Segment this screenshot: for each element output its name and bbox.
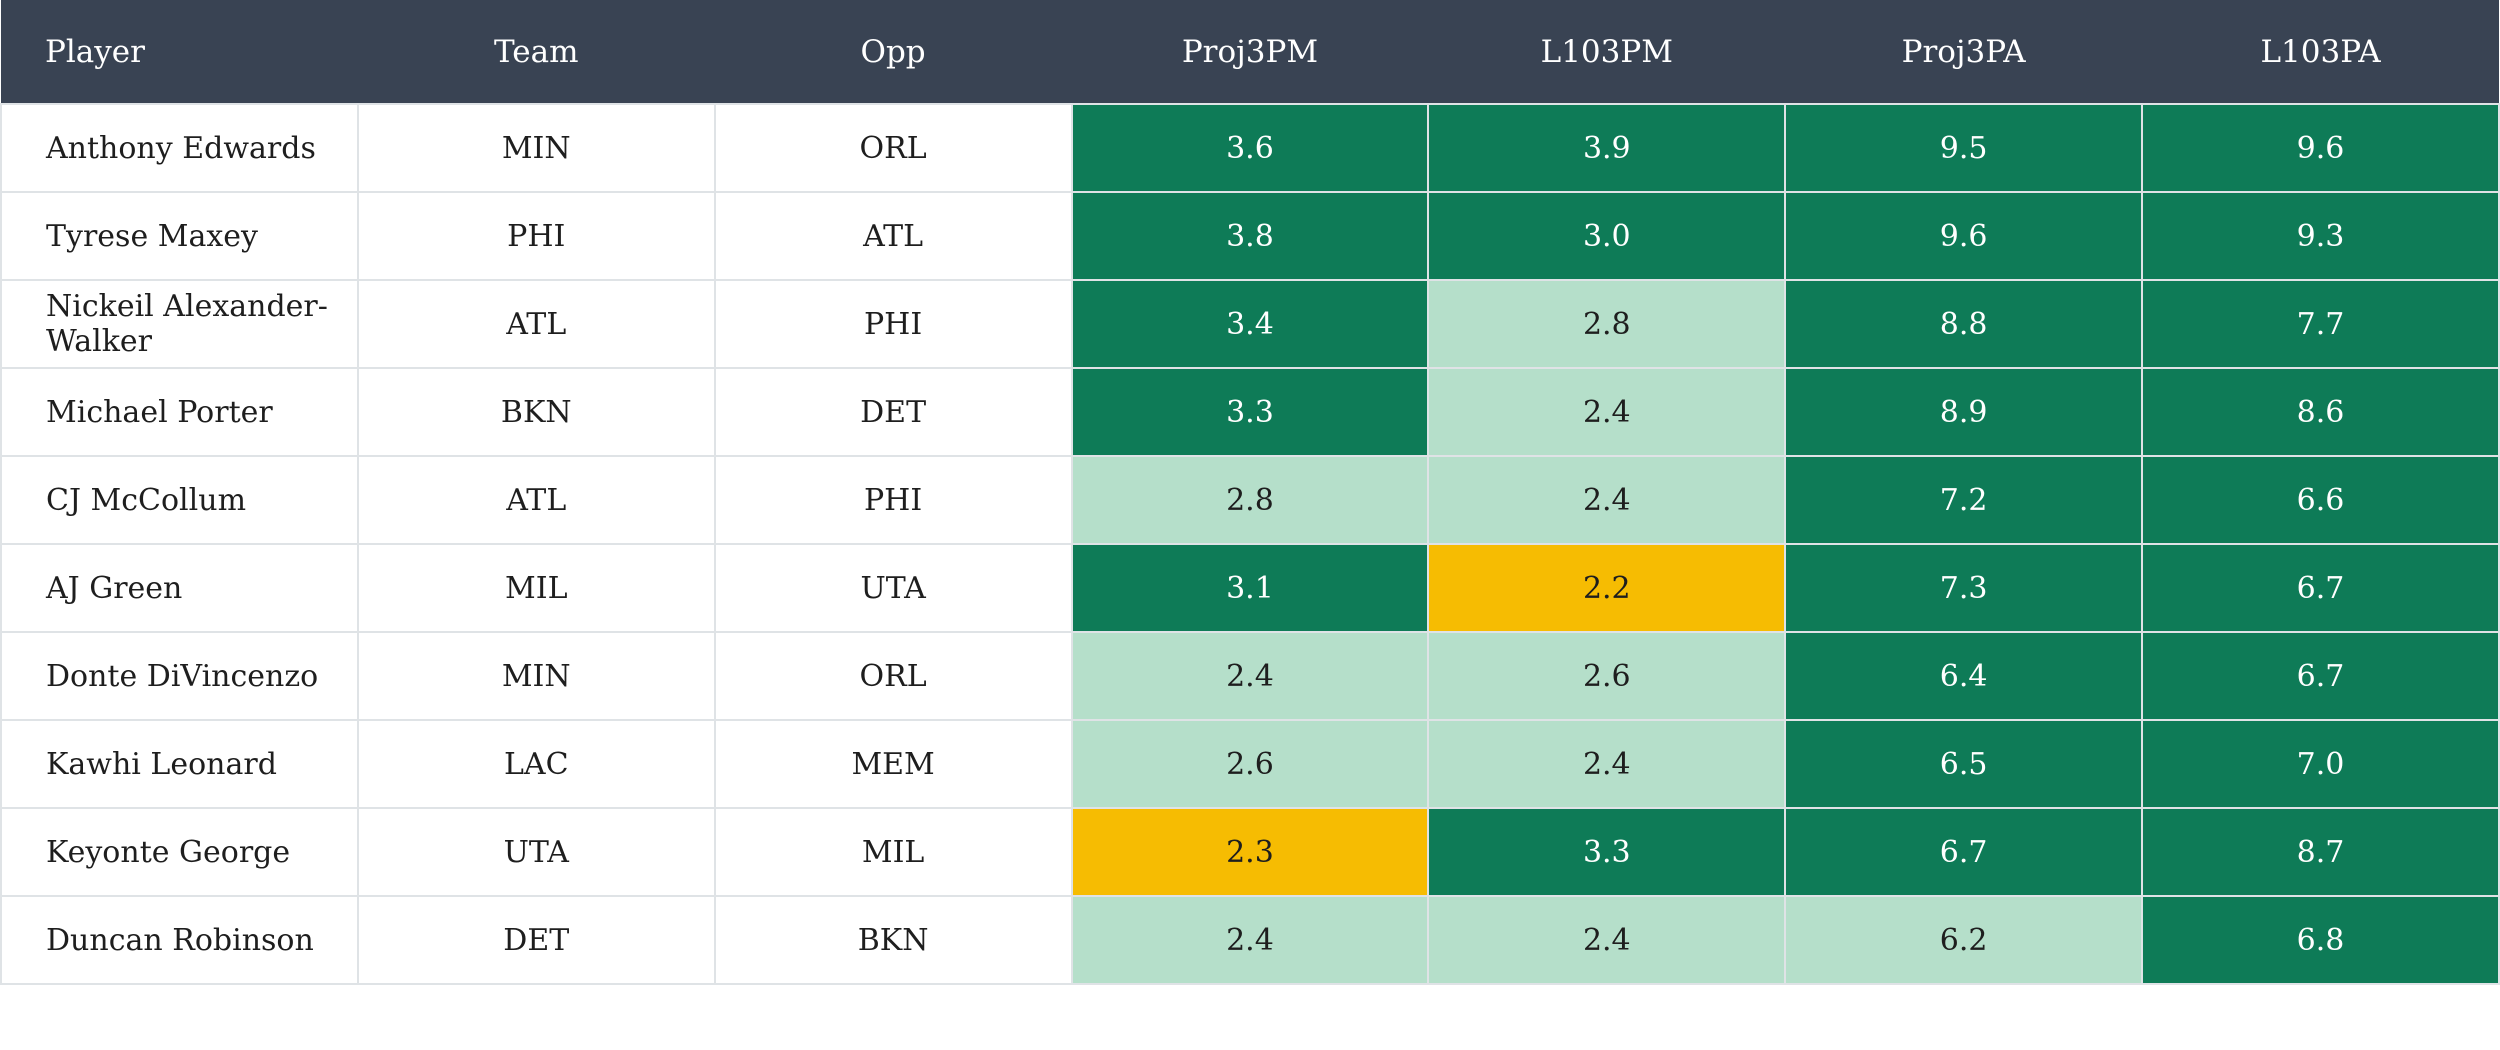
l103pa-cell: 8.6 <box>2141 367 2500 457</box>
table-row: CJ McCollum ATL PHI 2.8 2.4 7.2 6.6 <box>0 455 2500 545</box>
proj3pa-cell: 8.9 <box>1784 367 2144 457</box>
l103pm-cell: 2.4 <box>1427 895 1787 985</box>
proj3pa-cell: 9.5 <box>1784 103 2144 193</box>
proj3pa-cell: 8.8 <box>1784 279 2144 369</box>
player-name-cell: Michael Porter <box>0 367 359 457</box>
proj3pm-cell: 3.6 <box>1070 103 1430 193</box>
column-header-player[interactable]: Player <box>1 0 358 104</box>
proj3pa-cell: 6.4 <box>1784 631 2144 721</box>
opp-cell: PHI <box>713 279 1073 369</box>
team-cell: ATL <box>356 279 716 369</box>
l103pm-cell: 2.2 <box>1427 543 1787 633</box>
l103pa-cell: 6.7 <box>2141 631 2500 721</box>
player-name-cell: AJ Green <box>0 543 359 633</box>
proj3pa-cell: 9.6 <box>1784 191 2144 281</box>
team-cell: UTA <box>356 807 716 897</box>
column-header-l103pa[interactable]: L103PA <box>2142 0 2499 104</box>
team-cell: DET <box>356 895 716 985</box>
column-header-l103pm[interactable]: L103PM <box>1428 0 1786 104</box>
l103pm-cell: 2.8 <box>1427 279 1787 369</box>
proj3pm-cell: 2.4 <box>1070 631 1430 721</box>
player-name-cell: Anthony Edwards <box>0 103 359 193</box>
l103pa-cell: 6.7 <box>2141 543 2500 633</box>
team-cell: MIL <box>356 543 716 633</box>
player-name-cell: Kawhi Leonard <box>0 719 359 809</box>
proj3pa-cell: 6.7 <box>1784 807 2144 897</box>
proj3pa-cell: 7.2 <box>1784 455 2144 545</box>
l103pm-cell: 3.0 <box>1427 191 1787 281</box>
proj3pa-cell: 6.2 <box>1784 895 2144 985</box>
l103pm-cell: 2.4 <box>1427 367 1787 457</box>
table-row: Duncan Robinson DET BKN 2.4 2.4 6.2 6.8 <box>0 895 2500 985</box>
table-header: Player Team Opp Proj3PM L103PM Proj3PA L… <box>1 0 2499 104</box>
table-row: Nickeil Alexander-Walker ATL PHI 3.4 2.8… <box>0 279 2500 369</box>
l103pm-cell: 2.4 <box>1427 455 1787 545</box>
team-cell: PHI <box>356 191 716 281</box>
table-row: AJ Green MIL UTA 3.1 2.2 7.3 6.7 <box>0 543 2500 633</box>
team-cell: BKN <box>356 367 716 457</box>
l103pa-cell: 6.6 <box>2141 455 2500 545</box>
opp-cell: ATL <box>713 191 1073 281</box>
l103pa-cell: 7.7 <box>2141 279 2500 369</box>
projections-table: Player Team Opp Proj3PM L103PM Proj3PA L… <box>0 0 2500 985</box>
proj3pm-cell: 2.6 <box>1070 719 1430 809</box>
table-row: Kawhi Leonard LAC MEM 2.6 2.4 6.5 7.0 <box>0 719 2500 809</box>
proj3pm-cell: 3.1 <box>1070 543 1430 633</box>
table-body: Anthony Edwards MIN ORL 3.6 3.9 9.5 9.6 … <box>0 103 2500 985</box>
player-name-cell: Duncan Robinson <box>0 895 359 985</box>
column-header-opp[interactable]: Opp <box>714 0 1072 104</box>
table-row: Donte DiVincenzo MIN ORL 2.4 2.6 6.4 6.7 <box>0 631 2500 721</box>
opp-cell: BKN <box>713 895 1073 985</box>
column-header-proj3pa[interactable]: Proj3PA <box>1785 0 2143 104</box>
proj3pm-cell: 3.8 <box>1070 191 1430 281</box>
proj3pm-cell: 2.4 <box>1070 895 1430 985</box>
opp-cell: PHI <box>713 455 1073 545</box>
header-row: Player Team Opp Proj3PM L103PM Proj3PA L… <box>1 0 2499 104</box>
table-row: Michael Porter BKN DET 3.3 2.4 8.9 8.6 <box>0 367 2500 457</box>
player-name-cell: Donte DiVincenzo <box>0 631 359 721</box>
l103pa-cell: 9.6 <box>2141 103 2500 193</box>
l103pa-cell: 7.0 <box>2141 719 2500 809</box>
l103pm-cell: 3.9 <box>1427 103 1787 193</box>
opp-cell: ORL <box>713 103 1073 193</box>
opp-cell: MEM <box>713 719 1073 809</box>
proj3pa-cell: 6.5 <box>1784 719 2144 809</box>
proj3pm-cell: 2.3 <box>1070 807 1430 897</box>
l103pm-cell: 2.6 <box>1427 631 1787 721</box>
l103pa-cell: 6.8 <box>2141 895 2500 985</box>
proj3pm-cell: 2.8 <box>1070 455 1430 545</box>
proj3pa-cell: 7.3 <box>1784 543 2144 633</box>
opp-cell: DET <box>713 367 1073 457</box>
l103pm-cell: 2.4 <box>1427 719 1787 809</box>
l103pm-cell: 3.3 <box>1427 807 1787 897</box>
table-row: Keyonte George UTA MIL 2.3 3.3 6.7 8.7 <box>0 807 2500 897</box>
opp-cell: MIL <box>713 807 1073 897</box>
column-header-team[interactable]: Team <box>357 0 715 104</box>
opp-cell: ORL <box>713 631 1073 721</box>
team-cell: ATL <box>356 455 716 545</box>
l103pa-cell: 9.3 <box>2141 191 2500 281</box>
player-name-cell: Nickeil Alexander-Walker <box>0 279 359 369</box>
opp-cell: UTA <box>713 543 1073 633</box>
team-cell: MIN <box>356 103 716 193</box>
table-row: Anthony Edwards MIN ORL 3.6 3.9 9.5 9.6 <box>0 103 2500 193</box>
table-row: Tyrese Maxey PHI ATL 3.8 3.0 9.6 9.3 <box>0 191 2500 281</box>
player-name-cell: Tyrese Maxey <box>0 191 359 281</box>
l103pa-cell: 8.7 <box>2141 807 2500 897</box>
team-cell: MIN <box>356 631 716 721</box>
team-cell: LAC <box>356 719 716 809</box>
proj3pm-cell: 3.3 <box>1070 367 1430 457</box>
column-header-proj3pm[interactable]: Proj3PM <box>1071 0 1429 104</box>
proj3pm-cell: 3.4 <box>1070 279 1430 369</box>
player-name-cell: CJ McCollum <box>0 455 359 545</box>
player-name-cell: Keyonte George <box>0 807 359 897</box>
